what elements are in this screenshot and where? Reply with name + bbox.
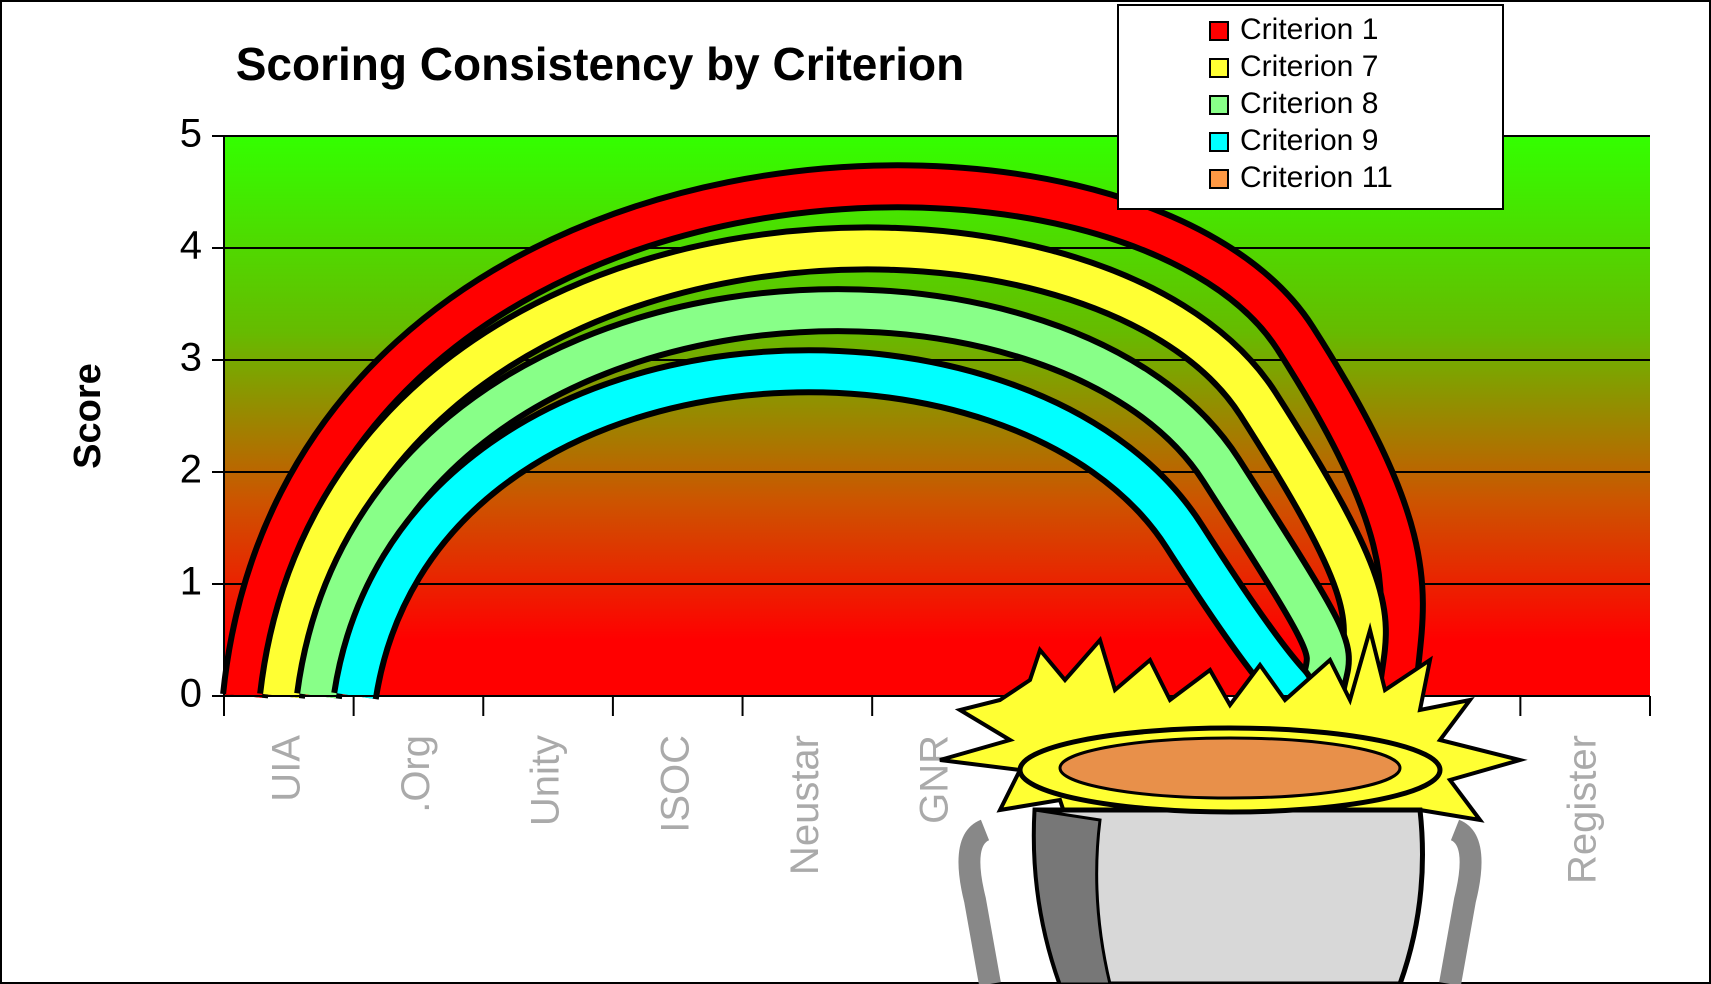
x-tick-label: Neustar [783, 735, 827, 875]
legend-label: Criterion 1 [1240, 13, 1378, 46]
legend-label: Criterion 9 [1240, 124, 1378, 157]
legend-swatch [1210, 22, 1228, 40]
y-tick-label: 4 [180, 224, 202, 268]
x-tick-label: .Org [394, 735, 438, 813]
x-tick-label: GNR [913, 735, 957, 824]
legend-label: Criterion 7 [1240, 50, 1378, 83]
y-tick-label: 5 [180, 112, 202, 156]
y-tick-label: 3 [180, 336, 202, 380]
chart-title: Scoring Consistency by Criterion [236, 38, 964, 90]
gold-coins [1060, 738, 1400, 798]
x-tick-label: Unity [524, 735, 568, 826]
y-tick-label: 0 [180, 672, 202, 716]
x-tick-label: Register [1561, 735, 1605, 884]
legend-swatch [1210, 96, 1228, 114]
legend-swatch [1210, 170, 1228, 188]
legend-swatch [1210, 133, 1228, 151]
x-tick-label: UIA [264, 735, 308, 802]
legend-label: Criterion 8 [1240, 87, 1378, 120]
legend-label: Criterion 11 [1240, 161, 1393, 194]
chart: 0 1 2 3 4 5 UIA .Org Unity ISOC Neustar GNR Register… [0, 0, 1711, 984]
y-tick-label: 1 [180, 560, 202, 604]
y-axis-label: Score [67, 363, 109, 469]
legend: Criterion 1 Criterion 7 Criterion 8 Criteri… [1118, 5, 1503, 209]
y-tick-label: 2 [180, 448, 202, 492]
legend-swatch [1210, 59, 1228, 77]
x-tick-label: ISOC [653, 735, 697, 833]
